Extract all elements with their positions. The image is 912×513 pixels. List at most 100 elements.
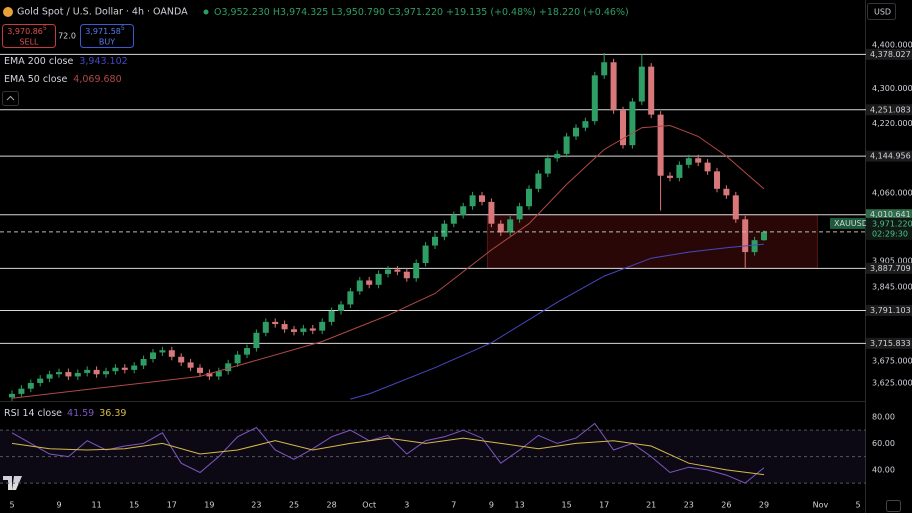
change-2: +18.220 (+0.46%) [539,7,629,18]
candle-body [206,372,213,377]
candle-body [347,291,354,305]
x-tick-label: 25 [289,501,299,510]
x-tick-label: 15 [562,501,572,510]
sell-price-sup: 5 [43,25,47,32]
candle-body [441,223,448,237]
x-tick-label: 9 [56,501,61,510]
settings-button[interactable] [886,500,901,512]
candle-body [197,367,203,373]
candle-body [328,310,335,322]
candle-body [9,393,15,398]
candle-body [225,363,232,372]
countdown: 02:29:30 [872,229,908,238]
level-label-box [866,337,912,349]
candle-body [121,367,128,370]
candle-body [46,374,53,379]
ohlc: O3,952.230 H3,974.325 L3,950.790 C3,971.… [214,7,629,18]
x-tick-label: Oct [362,501,376,510]
x-tick-label: 23 [251,501,261,510]
candle-body [291,329,297,332]
candle-body [178,356,185,363]
sell-label: SELL [19,38,39,47]
candle-body [582,121,589,128]
x-tick-label: 13 [515,501,525,510]
candle-body [685,158,692,165]
buy-button[interactable] [80,24,134,48]
buy-price-main: 3,971.58 [85,27,121,36]
candle-body [253,332,260,349]
buy-price-sup: 5 [121,25,125,32]
candle-body [338,304,344,311]
candle-body [742,219,749,253]
candle-body [56,372,62,375]
y-tick-label: 4,060.000 [872,189,912,198]
candle-body [751,240,758,253]
x-tick-label: 15 [129,501,139,510]
x-tick-label: Nov [813,501,829,510]
candle-body [234,354,241,364]
level-label-box [866,48,912,60]
symbol-icon [3,7,13,17]
candle-body [112,367,119,372]
legend-name: EMA 50 close [4,74,67,85]
candle-body [375,273,382,285]
y-tick-label: 3,625.000 [872,378,912,387]
symbol-box [830,217,865,229]
candle-body [479,195,485,202]
candle-body [281,324,288,330]
candle-body [65,372,72,377]
change: +19.135 (+0.48%) [446,7,536,18]
candle-body [460,206,467,215]
candle-body [187,362,194,368]
level-label-box [866,150,912,162]
candle-body [244,348,250,355]
candle-body [497,223,504,233]
collapse-button[interactable] [2,91,19,106]
candle-body [159,350,166,353]
rsi-value: 36.39 [99,408,126,419]
candle-body [761,231,767,241]
sell-button[interactable] [2,24,56,48]
buy-price: 3,971.585 [85,25,125,36]
x-tick-label: 29 [759,501,769,510]
candle-body [667,175,673,178]
x-tick-label: 7 [451,501,456,510]
candle-body [84,369,91,373]
candle-body [27,382,34,389]
level-label: 3,887.709 [870,264,911,273]
sell-price-main: 3,970.86 [7,27,43,36]
candle-body [131,365,138,370]
candle-body [432,236,438,246]
x-tick-label: 19 [204,501,214,510]
candle-body [535,173,542,189]
level-label: 4,010.641 [870,210,911,219]
last-price-label: 3,971.220 [872,219,912,228]
buy-label: BUY [99,38,115,47]
candle-body [309,328,316,331]
candle-body [385,269,391,274]
x-tick-label: 3 [404,501,409,510]
candle-body [629,101,636,146]
rsi-line [11,437,765,476]
candle-body [74,372,81,377]
x-tick-label: 5 [9,501,14,510]
level-label: 4,251.083 [870,105,911,114]
x-tick-label: 9 [489,501,494,510]
candle-body [591,75,598,122]
candle-body [215,371,222,377]
candle-body [103,371,109,375]
currency-button[interactable] [867,3,896,20]
y-tick-label: 4,220.000 [872,119,912,128]
candle-body [610,62,617,111]
currency: USD [874,8,891,17]
last-price-box [866,217,912,240]
candle-body [573,127,579,137]
candle-body [732,195,739,220]
candle-body [168,350,175,357]
x-tick-label: 17 [599,501,609,510]
candle-body [450,214,457,224]
level-label: 3,791.103 [870,306,911,315]
legend-name: EMA 200 close [4,56,73,67]
candle-body [469,195,476,207]
